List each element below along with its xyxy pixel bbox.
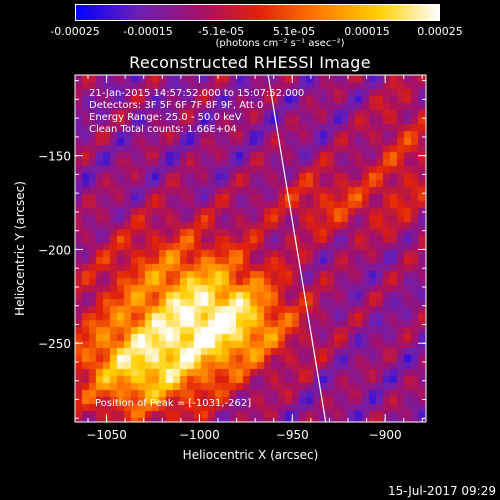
colorbar-tick: 0.00025 — [417, 25, 463, 38]
y-tick-label: −200 — [38, 243, 71, 257]
chart-title: Reconstructed RHESSI Image — [129, 53, 371, 72]
heatmap-image: 21-Jan-2015 14:57:52.000 to 15:07:52.000… — [75, 75, 426, 422]
limb-line — [267, 74, 327, 423]
colorbar-tick: -5.1e-05 — [197, 25, 245, 38]
colorbar-tick: -0.00025 — [50, 25, 100, 38]
x-axis-label: Heliocentric X (arcsec) — [183, 448, 319, 462]
x-tick-label: −1000 — [179, 428, 220, 442]
plot-frame — [74, 74, 427, 423]
info-clean: Clean Total counts: 1.66E+04 — [89, 124, 237, 135]
y-tick-label: −150 — [38, 150, 71, 164]
colorbar-tick: -0.00015 — [123, 25, 173, 38]
heatmap-canvas — [75, 75, 426, 422]
colorbar-tick: 0.00015 — [344, 25, 390, 38]
y-axis-label: Heliocentric Y (arcsec) — [13, 181, 27, 316]
x-tick-label: −1050 — [86, 428, 127, 442]
colorbar-tick: 5.1e-05 — [272, 25, 316, 38]
colorbar-unit: (photons cm⁻² s⁻¹ asec⁻²) — [215, 38, 345, 49]
x-tick-label: −900 — [369, 428, 402, 442]
info-energy: Energy Range: 25.0 - 50.0 keV — [89, 112, 242, 123]
footer-timestamp: 15-Jul-2017 09:29 — [387, 484, 496, 498]
x-tick-label: −950 — [276, 428, 309, 442]
info-peak: Position of Peak = [-1031,-262] — [95, 398, 252, 409]
info-detectors: Detectors: 3F 5F 6F 7F 8F 9F, Att 0 — [89, 100, 264, 111]
info-time: 21-Jan-2015 14:57:52.000 to 15:07:52.000 — [89, 88, 305, 99]
colorbar — [75, 4, 440, 21]
y-tick-label: −250 — [38, 337, 71, 351]
